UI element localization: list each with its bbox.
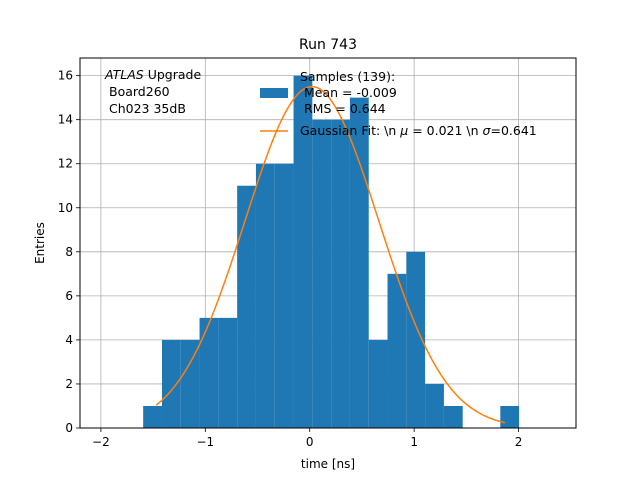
plot-frame [79,57,577,429]
histogram-bars [143,75,520,429]
histogram-bar-12 [368,339,388,428]
histogram-bar-1 [161,339,181,428]
y-axis-ticks: 0 2 4 6 8 10 12 14 16 [58,69,80,435]
histogram-bar-4 [218,317,238,428]
y-tick-label-7: 14 [58,113,73,127]
histogram-bar-14 [406,251,426,428]
y-tick-label-5: 10 [58,201,73,215]
histogram-bar-11 [349,97,369,429]
y-tick-label-0: 0 [65,421,73,435]
annotation-title: ATLAS Upgrade [104,67,201,82]
x-axis-label: time [ns] [301,457,355,471]
y-axis-label: Entries [33,222,47,264]
y-tick-label-2: 4 [65,333,73,347]
y-tick-label-1: 2 [65,377,73,391]
legend-histogram-label-line1: Samples (139): [300,69,395,84]
x-tick-label-3: 1 [410,435,418,449]
annotation-board: Board260 [109,84,170,99]
histogram-bar-15 [425,383,444,428]
annotation-channel: Ch023 35dB [109,101,186,116]
histogram-bar-0 [143,405,162,428]
x-tick-label-4: 2 [515,435,523,449]
legend-histogram-label-line2: Mean = -0.009 [304,85,397,100]
histogram-bar-7 [274,163,294,428]
gaussian-fit-line [155,85,506,424]
histogram-bar-9 [312,119,332,429]
y-tick-label-3: 6 [65,289,73,303]
legend-fit-label: Gaussian Fit: \n μ = 0.021 \n σ=0.641 [300,123,537,138]
legend: Samples (139): Mean = -0.009 RMS = 0.644… [260,69,537,138]
legend-histogram-label-line3: RMS = 0.644 [304,101,386,116]
histogram-bar-16 [443,405,463,428]
histogram-bar-10 [331,119,350,429]
x-tick-label-0: −2 [92,435,110,449]
histogram-bar-5 [237,185,256,428]
histogram-bar-8 [293,75,313,428]
histogram-bar-2 [180,339,200,428]
chart-title: Run 743 [299,37,357,53]
x-tick-label-1: −1 [196,435,214,449]
y-tick-label-4: 8 [65,245,73,259]
y-tick-label-8: 16 [58,69,73,83]
atlas-annotation: ATLAS Upgrade Board260 Ch023 35dB [104,67,201,116]
x-axis-ticks: −2 −1 0 1 2 [92,428,522,449]
x-tick-label-2: 0 [306,435,314,449]
histogram-bar-3 [199,317,219,428]
legend-histogram-swatch [260,88,288,98]
histogram-bar-13 [387,273,407,428]
histogram-bar-19 [500,405,520,428]
histogram-bar-6 [255,163,275,428]
y-tick-label-6: 12 [58,157,73,171]
